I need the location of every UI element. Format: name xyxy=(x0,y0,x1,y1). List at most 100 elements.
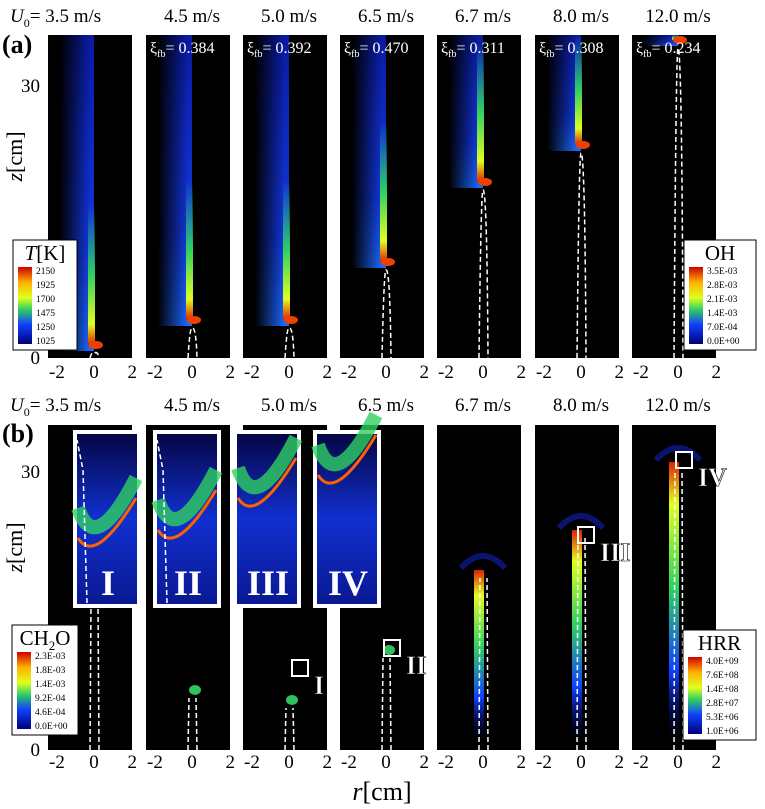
x-tick-label: 2 xyxy=(517,362,527,383)
x-tick-label: -2 xyxy=(341,752,357,773)
text-part: 5.3E+06 xyxy=(706,713,739,723)
flow-line xyxy=(576,152,587,359)
flame-cap xyxy=(458,553,508,571)
x-tick-label: 2 xyxy=(517,752,527,773)
flame-core xyxy=(380,122,387,262)
text-part: IV xyxy=(698,463,727,492)
text-part: z xyxy=(2,564,27,574)
x-tick-label: -2 xyxy=(341,362,357,383)
text-part: 0 xyxy=(31,740,41,761)
text-part: III xyxy=(600,538,630,567)
colorbar-tick-label: 4.6E-04 xyxy=(35,708,66,718)
text-part: U xyxy=(10,395,25,416)
text-part: 0 xyxy=(89,752,99,773)
text-part: 1025 xyxy=(36,337,55,347)
text-part: ξ xyxy=(636,40,643,57)
text-part: -2 xyxy=(438,752,454,773)
flame-core xyxy=(575,35,582,145)
flow-line xyxy=(478,189,489,359)
x-tick-label: 0 xyxy=(284,362,294,383)
velocity-label: 12.0 m/s xyxy=(645,395,710,416)
text-part: 1475 xyxy=(36,309,55,319)
text-part: 2150 xyxy=(36,267,55,277)
text-part: IV xyxy=(328,563,368,603)
flow-line xyxy=(673,469,684,751)
text-part: [cm] xyxy=(2,131,27,173)
text-part: II xyxy=(174,563,202,603)
x-tick-label: -2 xyxy=(438,362,454,383)
x-tick-label: -2 xyxy=(633,362,649,383)
velocity-label: 6.7 m/s xyxy=(455,395,511,416)
text-part: = 0.470 xyxy=(359,40,408,57)
text-part: 0 xyxy=(31,348,41,369)
colorbar-tick-label: 7.0E-04 xyxy=(707,323,738,333)
inset-glow xyxy=(311,411,383,472)
text-part: 0 xyxy=(478,752,488,773)
x-tick-label: 0 xyxy=(381,362,391,383)
inset-glow xyxy=(71,474,143,535)
flame-lip xyxy=(673,36,687,44)
text-part: 8.0 m/s xyxy=(553,395,609,416)
x-tick-label: 0 xyxy=(89,752,99,773)
velocity-label: 5.0 m/s xyxy=(261,6,317,27)
text-part: 2 xyxy=(49,638,56,653)
text-part: -2 xyxy=(633,362,649,383)
text-part: ξ xyxy=(539,40,546,57)
text-part: 2 xyxy=(323,752,333,773)
marker-box xyxy=(675,451,693,469)
colorbar-tick-label: 9.2E-04 xyxy=(35,694,66,704)
text-part: fb xyxy=(448,49,456,60)
marker-box xyxy=(577,526,595,544)
colorbar-tick-label: 1.4E+08 xyxy=(706,685,739,695)
velocity-label: 6.5 m/s xyxy=(358,395,414,416)
colorbar-tick-label: 1925 xyxy=(36,281,55,291)
text-part: [K] xyxy=(36,241,65,265)
text-part: ξ xyxy=(441,40,448,57)
text-part: CH xyxy=(20,626,49,650)
x-tick-label: 0 xyxy=(673,362,683,383)
flame-core xyxy=(186,180,193,320)
inset-front xyxy=(156,489,218,540)
text-part: 0 xyxy=(24,16,30,30)
colorbar-tick-label: 1.8E-03 xyxy=(35,666,66,676)
x-tick-label: 0 xyxy=(478,362,488,383)
text-part: 2 xyxy=(128,752,138,773)
marker-box xyxy=(291,659,309,677)
x-tick-label: -2 xyxy=(147,752,163,773)
text-part: -2 xyxy=(633,752,649,773)
xi-label: ξfb= 0.234 xyxy=(636,40,701,60)
z-tick-label: 0 xyxy=(31,740,41,761)
colorbar-tick-label: 3.5E-03 xyxy=(707,267,738,277)
x-tick-label: 0 xyxy=(673,752,683,773)
flame-lip xyxy=(187,316,201,324)
colorbar-title: HRR xyxy=(698,631,741,655)
text-part: 2 xyxy=(517,362,527,383)
text-part: 1.4E+08 xyxy=(706,685,739,695)
z-axis-label: z[cm] xyxy=(2,522,27,573)
text-part: 30 xyxy=(21,76,40,97)
text-part: -2 xyxy=(341,362,357,383)
xi-label: ξfb= 0.311 xyxy=(441,40,505,60)
text-part: 2.1E-03 xyxy=(707,295,738,305)
colorbar-tick-label: 4.0E+09 xyxy=(706,657,739,667)
flame-core xyxy=(477,42,484,182)
x-tick-label: -2 xyxy=(244,362,260,383)
colorbar-tick-label: 5.3E+06 xyxy=(706,713,739,723)
xi-label: ξfb= 0.470 xyxy=(344,40,409,60)
x-tick-label: 2 xyxy=(420,362,430,383)
glow-fade xyxy=(158,35,188,326)
x-tick-label: 2 xyxy=(323,752,333,773)
colorbar-title: OH xyxy=(705,241,735,265)
text-part: ξ xyxy=(247,40,254,57)
inset-label: II xyxy=(174,563,202,603)
text-part: U xyxy=(10,6,25,27)
x-tick-label: 2 xyxy=(128,362,138,383)
x-tick-label: 2 xyxy=(323,362,333,383)
inset-front xyxy=(316,434,378,485)
colorbar-tick-label: 1.4E-03 xyxy=(707,309,738,319)
text-part: 0 xyxy=(284,752,294,773)
marker-label: I xyxy=(314,671,324,700)
text-part: 2 xyxy=(517,752,527,773)
text-part: 8.0 m/s xyxy=(553,6,609,27)
text-part: -2 xyxy=(244,752,260,773)
